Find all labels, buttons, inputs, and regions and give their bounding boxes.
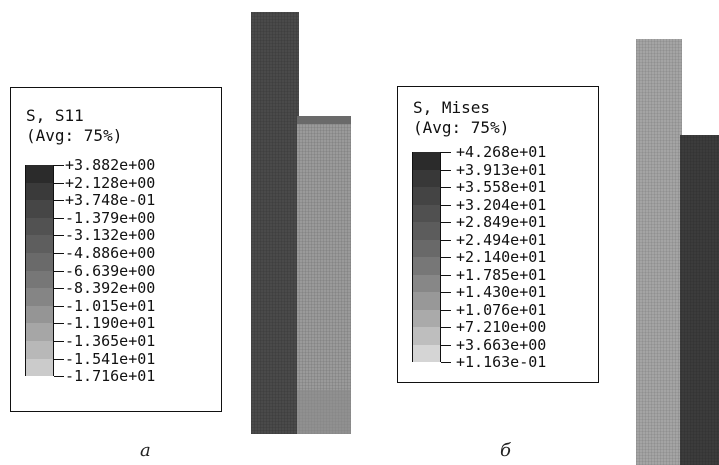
caption-a: а [140, 440, 151, 461]
legend-value: +1.076e+01 [456, 300, 547, 319]
legend-value: +2.494e+01 [456, 230, 547, 249]
legend-tick [54, 200, 64, 202]
legend-value: -1.365e+01 [65, 332, 156, 350]
legend-tick [441, 239, 451, 241]
legend-tick [54, 217, 64, 219]
legend-tick [54, 235, 64, 237]
legend-band [412, 222, 441, 240]
caption-b: б [500, 440, 511, 461]
legend-band [412, 239, 441, 257]
legend-value: +2.128e+00 [65, 173, 156, 192]
legend-band [412, 309, 441, 327]
legend-band [25, 217, 54, 236]
legend-value: -1.379e+00 [65, 208, 156, 227]
legend-value: +1.430e+01 [456, 283, 547, 301]
legend-tick [54, 288, 64, 290]
legend-tick [441, 204, 451, 206]
legend-tick [441, 257, 451, 258]
legend-value: +3.913e+01 [456, 160, 547, 179]
legend-value: +3.558e+01 [456, 178, 547, 196]
legend-value: -3.132e+00 [65, 226, 156, 245]
legend-band [25, 305, 54, 324]
legend-value: -6.639e+00 [65, 261, 156, 280]
legend-value: -1.541e+01 [65, 349, 156, 368]
legend-tick [54, 376, 64, 378]
legend-value: +2.849e+01 [456, 213, 547, 231]
legend-tick [441, 292, 451, 293]
legend-band [25, 270, 54, 289]
legend-value: +1.163e-01 [456, 353, 547, 371]
legend-tick [441, 187, 451, 188]
legend-title-variable: S, S11 [26, 106, 84, 125]
legend-band [25, 182, 54, 201]
legend-value: -1.190e+01 [65, 314, 156, 333]
legend-title-averaging: (Avg: 75%) [413, 118, 510, 137]
fem-side-block [680, 135, 719, 465]
legend-band [25, 323, 54, 341]
legend-tick [441, 362, 451, 363]
legend-value: +3.882e+00 [65, 156, 156, 174]
fem-model-s11 [251, 12, 351, 434]
legend-band [25, 358, 54, 377]
legend-title-variable: S, Mises [413, 98, 491, 117]
legend-value: -8.392e+00 [65, 279, 156, 298]
legend-tick [54, 323, 64, 325]
legend-band [412, 274, 441, 292]
fem-model-mises [636, 39, 719, 465]
legend-tick [441, 309, 451, 311]
legend-value: +4.268e+01 [456, 143, 547, 161]
legend-value: +7.210e+00 [456, 318, 547, 336]
legend-tick [441, 274, 451, 276]
legend-s11: S, S11 (Avg: 75%) +3.882e+00 +2.128e+00 +3… [10, 87, 222, 412]
legend-value: -1.015e+01 [65, 296, 156, 315]
legend-band [25, 288, 54, 306]
legend-tick [54, 165, 64, 166]
legend-tick [54, 341, 64, 342]
legend-value: +1.785e+01 [456, 265, 547, 284]
legend-tick [54, 358, 64, 360]
legend-value: +2.140e+01 [456, 248, 547, 266]
legend-tick [54, 253, 64, 254]
legend-tick [441, 327, 451, 328]
legend-tick [441, 344, 451, 346]
legend-band [412, 327, 441, 345]
legend-mises: S, Mises (Avg: 75%) +4.268e+01 +3.913e+01… [397, 86, 599, 383]
legend-band [412, 257, 441, 275]
legend-band [25, 235, 54, 253]
legend-band [412, 152, 441, 170]
legend-band [25, 253, 54, 271]
legend-tick [441, 169, 451, 171]
legend-value: -4.886e+00 [65, 244, 156, 262]
legend-band [412, 344, 441, 362]
fem-column [636, 39, 682, 465]
legend-band [412, 187, 441, 205]
legend-band [412, 204, 441, 222]
legend-band [412, 292, 441, 310]
legend-band [25, 341, 54, 359]
legend-band [25, 200, 54, 218]
legend-tick [441, 152, 451, 153]
legend-band [412, 169, 441, 187]
legend-tick [54, 270, 64, 272]
legend-tick [54, 182, 64, 184]
legend-tick [441, 222, 451, 223]
legend-value: +3.204e+01 [456, 195, 547, 214]
legend-band [25, 165, 54, 183]
legend-value: -1.716e+01 [65, 367, 156, 386]
legend-title-averaging: (Avg: 75%) [26, 126, 123, 145]
legend-value: +3.663e+00 [456, 335, 547, 354]
legend-value: +3.748e-01 [65, 191, 156, 210]
fem-column [251, 12, 299, 434]
fem-side-block [297, 116, 351, 434]
legend-tick [54, 305, 64, 307]
